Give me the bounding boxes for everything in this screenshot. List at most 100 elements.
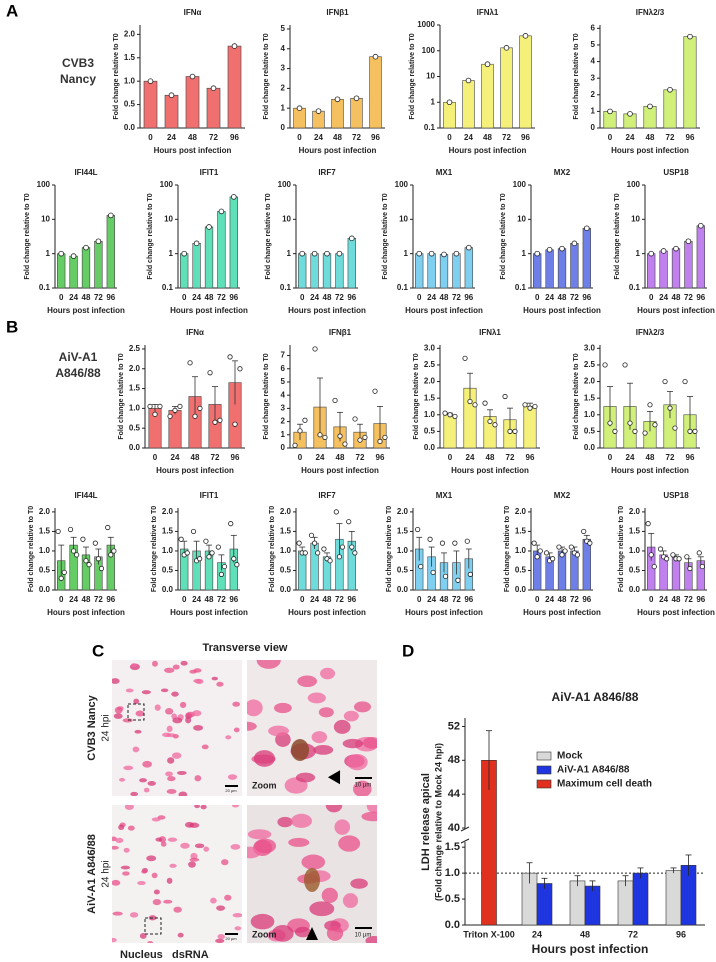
cell-nucleus [194,775,202,782]
data-point [346,519,352,525]
data-point [98,565,105,572]
cell-nucleus [227,774,238,780]
cell-nucleus [120,865,131,870]
cell-nucleus [129,912,139,918]
data-point [559,552,565,558]
legend-label: AiV-A1 A846/88 [557,765,630,776]
y-tick-label: 2 [591,90,596,99]
bar [643,106,657,129]
x-tick-label: 0 [297,133,302,142]
data-point [321,546,327,552]
cell-nucleus [233,727,240,733]
row-label: AiV-A1 [59,350,98,364]
bar [617,880,634,926]
cell-nucleus [135,710,145,717]
x-tick-label: 72 [356,453,365,462]
axis-break [460,838,470,844]
x-tick-label: 48 [486,453,495,462]
cell-nucleus [297,675,318,688]
chart-title: IFNβ1 [329,328,352,337]
data-point [537,548,543,554]
data-point [234,562,240,568]
data-point [336,554,342,560]
y-tick-label: 0.5 [424,426,436,435]
x-tick-label: 0 [447,133,452,142]
y-tick-label: 10 [399,214,408,223]
bar [647,253,656,289]
mean-marker [336,250,343,257]
cell-nucleus [167,837,178,842]
cell-nucleus [311,731,328,744]
bar [464,247,473,289]
y-tick-label: 0.0 [129,443,141,452]
mean-marker [168,92,175,99]
cell-nucleus [217,934,226,940]
x-tick-label: 0 [298,453,303,462]
y-tick-label: 100 [395,180,409,189]
mean-marker [583,225,590,232]
chart-title: IFNα [186,328,204,337]
data-point [302,550,308,556]
cell-nucleus [225,735,232,740]
y-axis-label: Fold change relative to T0 [24,193,31,279]
data-point [522,402,528,408]
bar [69,255,78,289]
cell-nucleus [165,771,173,777]
x-axis-label: Hours post infection [47,608,125,617]
panel-label: D [402,641,414,660]
bar [229,196,238,289]
cell-nucleus [151,872,158,879]
bar [665,870,682,926]
x-axis-label: Hours post infection [637,608,715,617]
data-point [311,540,318,546]
cell-nucleus [178,791,188,796]
mean-marker [296,105,303,111]
data-point [332,397,338,404]
data-point [487,418,493,425]
x-tick-label: 24 [659,595,668,604]
bar [462,80,475,129]
y-tick-label: 0.1 [515,283,527,292]
cell-nucleus [113,713,123,719]
cell-nucleus [114,706,123,714]
y-tick-label: 0.5 [445,893,460,905]
cell-nucleus [288,837,310,847]
chart-title: IFNα [184,8,202,17]
cell-nucleus [365,936,377,943]
x-tick-label: 24 [69,293,78,302]
x-tick-label: 96 [347,595,356,604]
y-tick-label: 1 [169,249,174,258]
data-point [192,413,198,419]
y-tick-label: 100 [627,180,641,189]
x-tick-label: 96 [106,595,115,604]
bar [570,243,579,289]
x-tick-label: 0 [417,595,422,604]
data-point [667,405,673,411]
data-point [207,370,213,376]
bar [180,253,189,289]
cell-nucleus [163,899,173,904]
panel-label: A [6,1,18,20]
data-point [427,536,433,542]
y-tick-label: 1 [287,249,292,258]
y-tick-label: 1.5 [515,527,527,536]
y-axis-label: Fold change relative to T0 [573,353,580,439]
y-tick-label: 1.0 [39,546,51,555]
bar [500,47,513,129]
x-tick-label: 48 [558,293,567,302]
cell-nucleus [353,701,371,713]
x-tick-label: 96 [231,453,240,462]
bar [452,253,461,289]
data-point [337,433,343,439]
cell-nucleus [247,699,263,717]
y-tick-label: 2.0 [124,29,136,38]
y-axis-label: Fold change relative to T0 [269,506,276,592]
mean-marker [546,246,553,253]
data-point [212,419,218,425]
mean-marker [465,244,472,251]
cell-nucleus [192,710,202,717]
data-point [317,432,323,438]
x-tick-label: 72 [684,595,693,604]
bar [557,248,567,289]
x-tick-label: 24 [171,453,180,462]
